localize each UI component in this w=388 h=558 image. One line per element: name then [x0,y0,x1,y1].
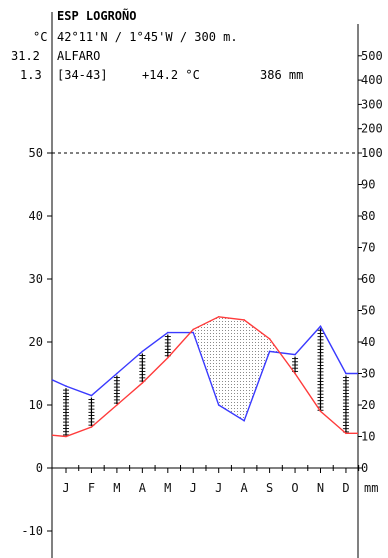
temperature-line [51,316,358,438]
month-label: M [164,481,171,495]
month-label: F [88,481,95,495]
temperature-point [217,316,220,318]
temperature-point [243,319,245,321]
right-axis-tick-label: 300 [361,97,383,111]
month-label: J [62,481,69,495]
right-axis-tick-label: 10 [361,430,375,444]
tick-labels: -100102030405001020304050607080901002003… [21,49,382,538]
precipitation-point [167,331,169,334]
right-axis-tick-label: 200 [361,122,383,136]
right-axis-tick-label: 0 [361,461,368,475]
month-label: A [241,481,249,495]
right-axis-tick-label: 40 [361,335,375,349]
precipitation-point [116,372,118,375]
precipitation-point [90,394,93,397]
precipitation-point [192,331,195,334]
left-axis-tick-label: -10 [21,524,43,538]
right-axis-tick-label: 90 [361,178,375,192]
temperature-point [319,410,322,413]
month-label: A [139,481,147,495]
month-label: J [215,481,222,495]
temperature-point [345,432,347,435]
left-axis-tick-label: 50 [29,146,43,160]
humid-season-hatching [63,328,349,436]
right-axis-tick-label: 60 [361,272,375,286]
annual-precip: 386 mm [260,68,303,82]
max-temp: 31.2 [11,49,40,63]
axes [47,12,362,558]
dry-season-polygon [190,316,280,421]
precipitation-point [141,350,144,353]
left-axis-tick-label: 20 [29,335,43,349]
station-coords: 42°11'N / 1°45'W / 300 m. [57,30,238,44]
temperature-point [116,404,118,406]
dry-season-area [190,316,280,421]
month-label: O [291,481,298,495]
right-axis-tick-label: 500 [361,49,383,63]
left-axis-tick-label: 40 [29,209,43,223]
record-period: [34-43] [57,68,108,82]
precipitation-point [217,404,220,406]
precipitation-line [51,325,358,422]
mean-temp: +14.2 °C [142,68,200,82]
precipitation-point [243,419,245,422]
temperature-point [294,372,296,375]
temperature-point [167,356,169,359]
right-axis-tick-label: 100 [361,146,383,160]
right-axis-tick-label: 50 [361,304,375,318]
left-axis-tick-label: 10 [29,398,43,412]
temperature-point [141,382,144,384]
precipitation-point [268,350,271,353]
station-title: ESP LOGROÑO [57,8,136,23]
min-temp: 1.3 [20,68,42,82]
left-axis-tick-label: 0 [36,461,43,475]
right-axis-tick-label: 20 [361,398,375,412]
precipitation-point [345,372,347,375]
month-label: D [342,481,349,495]
right-axis-tick-label: 80 [361,209,375,223]
temperature-point [192,328,195,331]
right-axis-tick-label: 400 [361,73,383,87]
right-axis-tick-label: 70 [361,241,375,255]
precipitation-point [319,325,322,328]
temp-unit-label: °C [33,30,47,44]
temperature-point [90,426,93,428]
precipitation-point [65,385,67,387]
series-lines [51,316,358,438]
month-label: M [113,481,120,495]
month-label: S [266,481,273,495]
left-axis-tick-label: 30 [29,272,43,286]
temperature-point [268,338,271,340]
precipitation-point [294,353,296,356]
right-axis-unit-label: mm [364,481,378,495]
temperature-point [65,435,67,438]
month-label: N [317,481,324,495]
right-axis-tick-label: 30 [361,367,375,381]
station-secondary: ALFARO [57,49,100,63]
month-label: J [190,481,197,495]
